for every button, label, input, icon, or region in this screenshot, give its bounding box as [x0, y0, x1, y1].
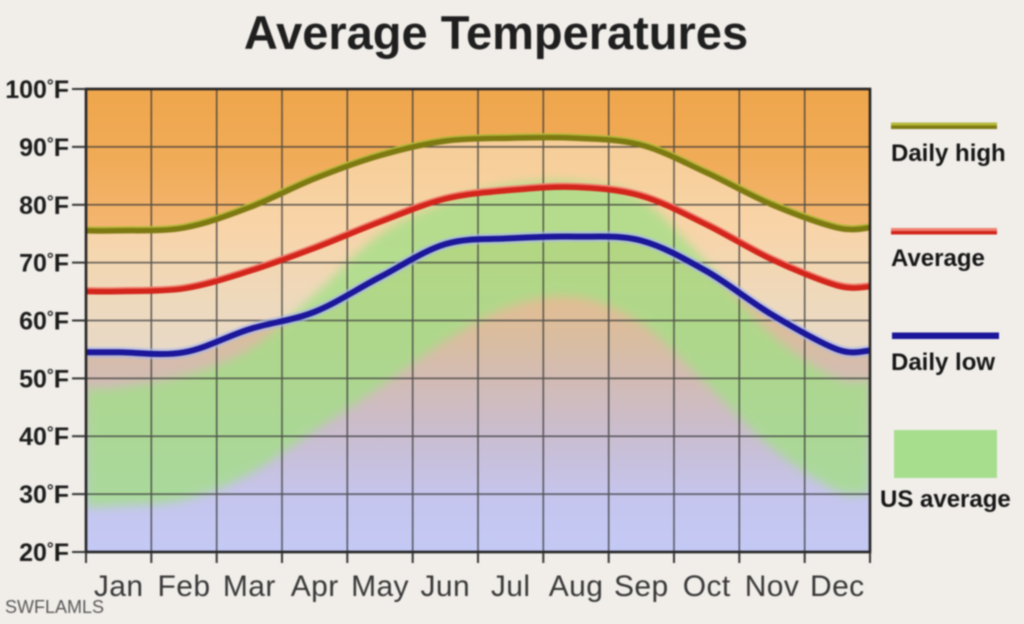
- svg-text:Aug: Aug: [549, 570, 604, 603]
- svg-text:Jun: Jun: [421, 570, 471, 603]
- svg-text:20°F: 20°F: [19, 539, 69, 567]
- svg-text:Nov: Nov: [745, 570, 800, 603]
- svg-text:100°F: 100°F: [5, 76, 69, 104]
- svg-text:Sep: Sep: [614, 570, 669, 603]
- svg-text:50°F: 50°F: [19, 365, 69, 393]
- svg-text:Daily high: Daily high: [891, 140, 1006, 167]
- svg-text:Jan: Jan: [94, 570, 144, 603]
- svg-text:May: May: [351, 570, 409, 603]
- svg-text:30°F: 30°F: [19, 481, 69, 509]
- svg-text:Average: Average: [891, 245, 985, 272]
- svg-text:Feb: Feb: [158, 570, 211, 603]
- svg-text:40°F: 40°F: [19, 423, 69, 451]
- svg-text:Average Temperatures: Average Temperatures: [244, 6, 748, 59]
- svg-text:Apr: Apr: [291, 570, 339, 603]
- svg-text:60°F: 60°F: [19, 308, 69, 336]
- svg-text:Daily low: Daily low: [891, 349, 995, 376]
- svg-text:US average: US average: [880, 486, 1011, 513]
- svg-text:Oct: Oct: [683, 570, 731, 603]
- svg-text:SWFLAMLS: SWFLAMLS: [5, 597, 104, 617]
- svg-text:80°F: 80°F: [19, 192, 69, 220]
- svg-text:90°F: 90°F: [19, 134, 69, 162]
- svg-text:Dec: Dec: [810, 570, 865, 603]
- svg-text:Mar: Mar: [223, 570, 276, 603]
- svg-text:Jul: Jul: [491, 570, 531, 603]
- svg-text:70°F: 70°F: [19, 250, 69, 278]
